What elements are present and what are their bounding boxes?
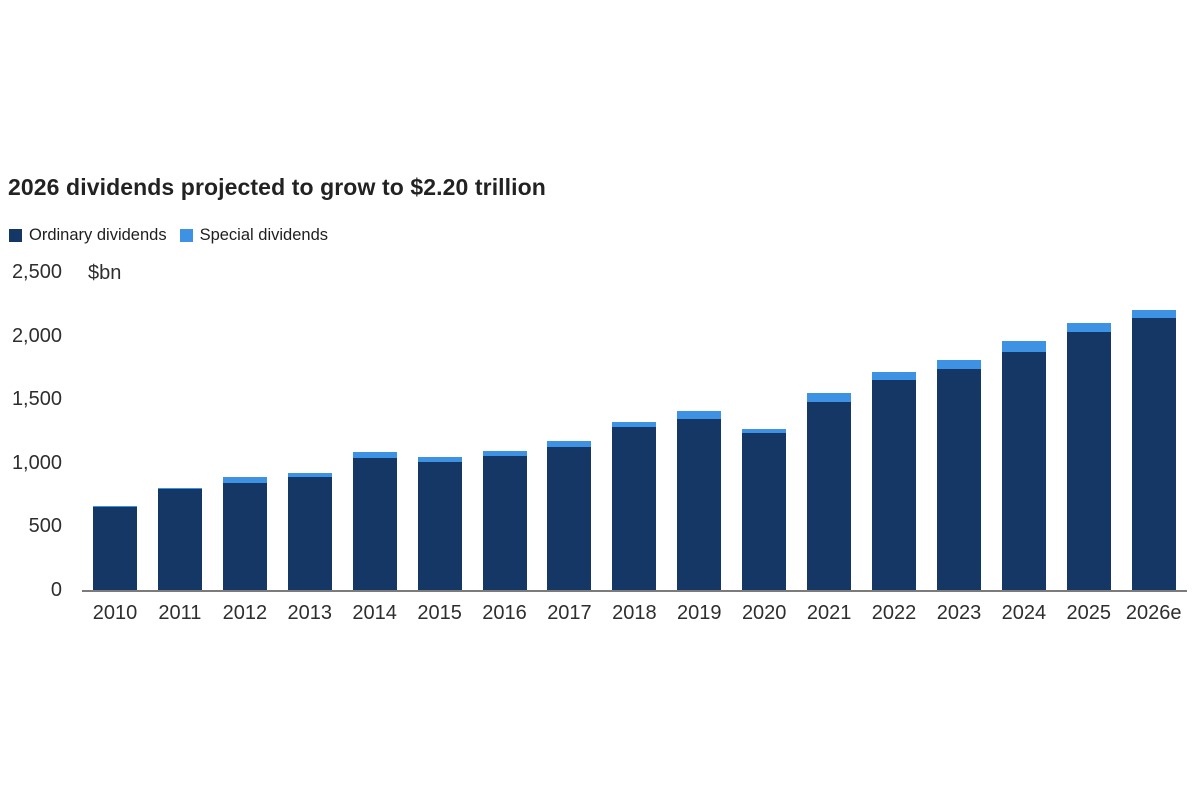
bar-group-2022 — [872, 371, 917, 590]
bar-group-2023 — [936, 360, 981, 590]
bar-segment-ordinary-dividends — [742, 432, 787, 590]
bar-segment-special-dividends — [157, 487, 202, 489]
x-tick-label: 2018 — [612, 602, 657, 624]
bar-group-2015 — [417, 457, 462, 590]
bar-group-2010 — [93, 505, 137, 590]
bar-segment-ordinary-dividends — [482, 456, 527, 590]
x-tick-label: 2020 — [741, 602, 787, 624]
unit-label: $bn — [88, 262, 122, 284]
x-tick-label: 2023 — [936, 602, 982, 624]
bar-segment-special-dividends — [1001, 341, 1046, 352]
legend-swatch-ordinary-icon — [9, 229, 22, 242]
bar-segment-ordinary-dividends — [287, 477, 332, 590]
bar-segment-special-dividends — [677, 411, 722, 419]
bar-segment-special-dividends — [742, 429, 787, 433]
bar-segment-special-dividends — [482, 450, 527, 457]
legend-swatch-special-icon — [179, 229, 193, 242]
x-tick-label: 2014 — [352, 602, 397, 624]
bar-group-2024 — [1001, 341, 1046, 590]
bar-segment-special-dividends — [936, 360, 981, 369]
bar-segment-special-dividends — [352, 452, 397, 459]
bar-segment-ordinary-dividends — [222, 483, 267, 590]
bar-segment-ordinary-dividends — [352, 458, 397, 590]
bar-group-2025 — [1066, 322, 1111, 590]
x-tick-label: 2026e — [1125, 602, 1182, 624]
plot-area — [82, 272, 1187, 592]
bar-segment-ordinary-dividends — [547, 446, 592, 590]
y-axis-labels: 0 500 1,000 1,500 2,000 2,500 — [0, 0, 62, 800]
y-tick-label: 1,000 — [11, 451, 62, 474]
bar-segment-special-dividends — [417, 457, 462, 462]
y-tick-label: 2,500 — [11, 261, 62, 283]
bar-segment-special-dividends — [872, 371, 917, 381]
bar-segment-special-dividends — [612, 422, 657, 427]
bar-group-2011 — [157, 487, 202, 590]
bar-segment-special-dividends — [1066, 322, 1111, 333]
bar-segment-ordinary-dividends — [93, 506, 137, 590]
bar-segment-ordinary-dividends — [1001, 351, 1046, 590]
legend-item-special-dividends: Special dividends — [179, 226, 328, 245]
bar-group-2021 — [807, 393, 852, 590]
bar-segment-ordinary-dividends — [612, 426, 657, 590]
x-tick-label: 2010 — [92, 602, 138, 624]
bar-group-2016 — [482, 450, 527, 590]
x-tick-label: 2025 — [1066, 602, 1112, 624]
bar-segment-ordinary-dividends — [872, 380, 917, 590]
bar-group-2014 — [352, 452, 397, 590]
bar-segment-special-dividends — [222, 477, 267, 484]
bar-segment-special-dividends — [807, 393, 852, 402]
bar-group-2019 — [677, 411, 722, 590]
x-tick-label: 2013 — [287, 602, 333, 624]
legend: Ordinary dividends Special dividends — [9, 226, 328, 245]
x-tick-label: 2021 — [806, 602, 852, 624]
bar-segment-special-dividends — [287, 472, 332, 478]
y-tick-label: 0 — [50, 579, 62, 601]
bar-segment-ordinary-dividends — [157, 488, 202, 590]
bar-segment-special-dividends — [1131, 310, 1176, 319]
bar-segment-ordinary-dividends — [417, 461, 462, 590]
bar-group-2018 — [612, 422, 657, 590]
bar-group-2013 — [287, 472, 332, 590]
bar-segment-ordinary-dividends — [1066, 332, 1111, 590]
bar-segment-special-dividends — [93, 505, 137, 507]
x-tick-label: 2011 — [158, 602, 202, 624]
x-tick-label: 2019 — [677, 602, 722, 624]
chart-title: 2026 dividends projected to grow to $2.2… — [8, 174, 546, 200]
y-tick-label: 2,000 — [11, 324, 62, 347]
bar-group-2012 — [222, 477, 267, 590]
bar-group-2017 — [547, 441, 592, 590]
bar-segment-ordinary-dividends — [807, 401, 852, 590]
y-tick-label: 500 — [28, 515, 62, 538]
y-tick-label: 1,500 — [11, 388, 62, 411]
bar-segment-special-dividends — [547, 441, 592, 447]
x-tick-label: 2012 — [222, 602, 268, 624]
bar-group-2026e — [1131, 310, 1176, 590]
bar-segment-ordinary-dividends — [1131, 318, 1176, 590]
bar-segment-ordinary-dividends — [677, 418, 722, 590]
legend-label-special: Special dividends — [199, 226, 328, 244]
bar-segment-ordinary-dividends — [936, 368, 981, 590]
legend-item-ordinary-dividends: Ordinary dividends — [9, 226, 167, 245]
bar-group-2020 — [742, 429, 787, 590]
legend-label-ordinary: Ordinary dividends — [29, 226, 167, 244]
x-tick-label: 2022 — [871, 602, 917, 624]
x-tick-label: 2015 — [417, 602, 462, 624]
x-tick-label: 2017 — [547, 602, 592, 624]
x-tick-label: 2024 — [1001, 602, 1047, 624]
x-tick-label: 2016 — [482, 602, 527, 624]
